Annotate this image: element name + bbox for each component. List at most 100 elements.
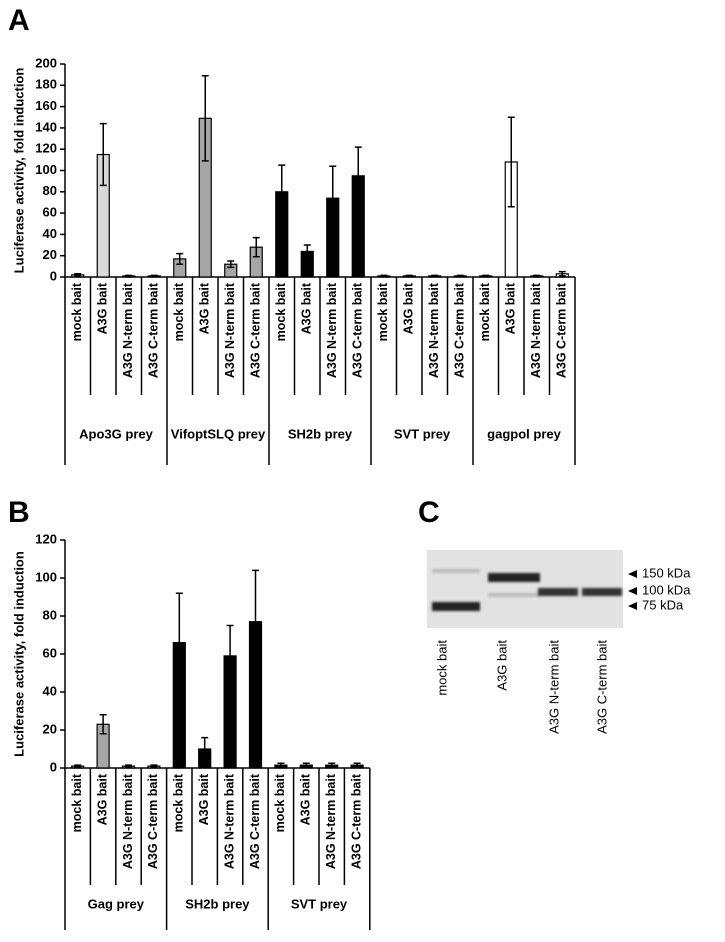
blot-lane-label: A3G bait bbox=[494, 640, 509, 691]
y-tick-label: 20 bbox=[43, 721, 57, 736]
y-tick-label: 0 bbox=[50, 268, 57, 283]
y-tick-label: 20 bbox=[43, 247, 57, 262]
y-tick-label: 120 bbox=[35, 141, 57, 156]
error-bar bbox=[74, 273, 82, 277]
x-tick-label: mock bait bbox=[70, 773, 84, 832]
error-bar bbox=[175, 592, 183, 693]
y-axis-label: Luciferase activity, fold induction bbox=[11, 551, 26, 757]
blot-lane-label: A3G N-term bait bbox=[546, 640, 561, 734]
y-tick-label: 160 bbox=[35, 98, 57, 113]
x-tick-label: A3G N-term bait bbox=[427, 282, 441, 378]
group-label: Apo3G prey bbox=[79, 426, 153, 441]
x-tick-label: A3G bait bbox=[299, 773, 313, 825]
error-bar bbox=[201, 74, 209, 162]
x-tick-label: mock bait bbox=[274, 282, 288, 341]
blot-lane-label: mock bait bbox=[434, 640, 449, 696]
x-tick-label: A3G bait bbox=[96, 282, 110, 334]
x-tick-label: mock bait bbox=[172, 773, 186, 832]
x-tick-label: A3G C-term bait bbox=[146, 773, 160, 869]
blot-marker-label: 100 kDa bbox=[642, 582, 691, 597]
error-bar bbox=[380, 274, 388, 278]
error-bar bbox=[329, 165, 337, 231]
x-tick-label: A3G C-term bait bbox=[147, 282, 161, 378]
y-tick-label: 100 bbox=[35, 569, 57, 584]
y-tick-label: 200 bbox=[35, 55, 57, 70]
x-tick-label: A3G N-term bait bbox=[121, 282, 135, 378]
x-tick-label: A3G N-term bait bbox=[324, 773, 338, 869]
group-label: VifoptSLQ prey bbox=[171, 426, 266, 441]
x-tick-label: A3G N-term bait bbox=[121, 773, 135, 869]
group-label: gagpol prey bbox=[487, 426, 561, 441]
error-bar bbox=[456, 274, 464, 278]
x-tick-label: A3G bait bbox=[95, 773, 109, 825]
error-bar bbox=[252, 569, 259, 674]
error-bar bbox=[125, 274, 133, 278]
group-label: Gag prey bbox=[88, 896, 145, 911]
x-tick-label: A3G N-term bait bbox=[222, 773, 236, 869]
error-bar bbox=[354, 146, 362, 206]
group-label: SH2b prey bbox=[185, 896, 250, 911]
error-bar bbox=[74, 764, 82, 768]
x-tick-label: A3G N-term bait bbox=[325, 282, 339, 378]
y-tick-label: 180 bbox=[35, 77, 57, 92]
y-tick-label: 0 bbox=[50, 759, 57, 774]
panel-label: B bbox=[8, 496, 30, 529]
x-tick-label: mock bait bbox=[376, 282, 390, 341]
error-bar bbox=[227, 260, 235, 269]
group-label: SVT prey bbox=[291, 896, 348, 911]
error-bar bbox=[150, 764, 158, 768]
x-tick-label: A3G bait bbox=[198, 282, 212, 334]
error-bar bbox=[303, 244, 311, 259]
error-bar bbox=[507, 116, 515, 208]
x-tick-label: A3G C-term bait bbox=[555, 282, 569, 378]
error-bar bbox=[150, 274, 158, 278]
error-bar bbox=[277, 762, 285, 768]
x-tick-label: mock bait bbox=[70, 282, 84, 341]
y-tick-label: 100 bbox=[35, 162, 57, 177]
error-bar bbox=[201, 736, 209, 762]
blot-image bbox=[427, 550, 637, 628]
panel-label: A bbox=[8, 4, 30, 37]
blot-marker-label: 150 kDa bbox=[642, 565, 691, 580]
error-bar bbox=[431, 274, 439, 278]
error-bar bbox=[482, 274, 490, 278]
y-tick-label: 80 bbox=[43, 607, 57, 622]
error-bar bbox=[558, 270, 566, 277]
x-tick-label: A3G bait bbox=[504, 282, 518, 334]
x-tick-label: A3G C-term bait bbox=[249, 282, 263, 378]
group-label: SVT prey bbox=[394, 426, 451, 441]
x-tick-label: A3G C-term bait bbox=[248, 773, 262, 869]
y-tick-label: 40 bbox=[43, 226, 57, 241]
error-bar bbox=[278, 164, 286, 220]
error-bar bbox=[252, 236, 260, 258]
error-bar bbox=[328, 762, 336, 768]
error-bar bbox=[99, 714, 107, 735]
blot-lane-label: A3G C-term bait bbox=[594, 640, 609, 734]
error-bar bbox=[302, 762, 310, 768]
group-label: SH2b prey bbox=[288, 426, 353, 441]
error-bar bbox=[226, 624, 234, 688]
x-tick-label: A3G C-term bait bbox=[349, 773, 363, 869]
x-tick-label: mock bait bbox=[273, 773, 287, 832]
x-tick-label: A3G C-term bait bbox=[351, 282, 365, 378]
error-bar bbox=[125, 764, 132, 768]
error-bar bbox=[533, 274, 541, 278]
error-bar bbox=[405, 274, 413, 278]
error-bar bbox=[353, 762, 361, 768]
panel-label: C bbox=[418, 496, 440, 529]
y-tick-label: 140 bbox=[35, 119, 57, 134]
error-bar bbox=[176, 252, 184, 265]
y-tick-label: 40 bbox=[43, 683, 57, 698]
x-tick-label: mock bait bbox=[172, 282, 186, 341]
x-tick-label: A3G bait bbox=[300, 282, 314, 334]
y-tick-label: 60 bbox=[43, 205, 57, 220]
error-bar bbox=[99, 122, 107, 187]
y-tick-label: 80 bbox=[43, 183, 57, 198]
y-tick-label: 60 bbox=[43, 645, 57, 660]
x-tick-label: A3G bait bbox=[197, 773, 211, 825]
x-tick-label: mock bait bbox=[478, 282, 492, 341]
blot-marker-label: 75 kDa bbox=[642, 597, 684, 612]
x-tick-label: A3G N-term bait bbox=[223, 282, 237, 378]
x-tick-label: A3G bait bbox=[402, 282, 416, 334]
